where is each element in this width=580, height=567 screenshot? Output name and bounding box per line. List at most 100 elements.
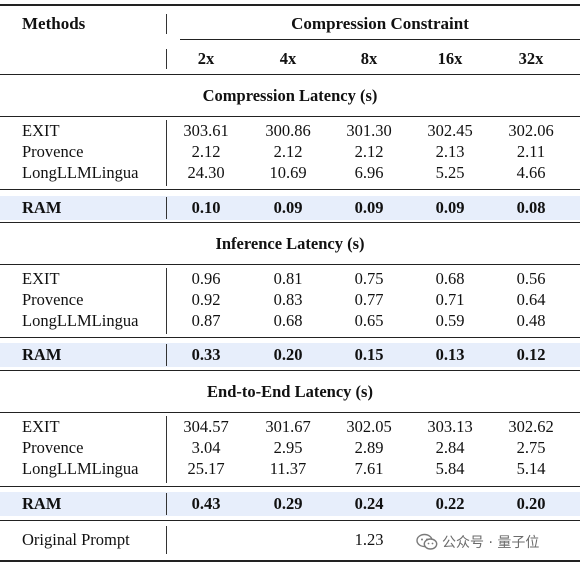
cell: 2.12 — [191, 142, 221, 161]
methods-header: Methods — [22, 14, 86, 33]
original-prompt-value: 1.23 — [354, 530, 384, 549]
cell: 5.14 — [516, 459, 546, 478]
cell: 0.96 — [191, 269, 221, 288]
section-2-vrule — [166, 268, 167, 334]
header-vrule-1 — [166, 14, 167, 34]
section-1-ram-vrule — [166, 197, 167, 219]
cell: 302.06 — [508, 121, 554, 140]
section-title-compression-latency: Compression Latency (s) — [202, 86, 378, 105]
cell: 0.48 — [516, 311, 546, 330]
cell: 0.15 — [354, 345, 384, 364]
cell: 0.68 — [435, 269, 465, 288]
cell: 10.69 — [269, 163, 307, 182]
section-3-body-rule — [0, 486, 580, 487]
cell: 6.96 — [354, 163, 384, 182]
highlight-band-2 — [0, 343, 580, 367]
row-method-exit: EXIT — [22, 269, 60, 288]
section-2-ram-rule — [0, 370, 580, 371]
cell: 7.61 — [354, 459, 384, 478]
cell: 0.08 — [516, 198, 546, 217]
cell: 303.61 — [183, 121, 229, 140]
section-title-end-to-end-latency: End-to-End Latency (s) — [207, 382, 373, 401]
column-header-8x: 8x — [360, 49, 378, 68]
row-method-ram: RAM — [22, 345, 62, 364]
constraint-underline — [180, 39, 580, 40]
cell: 2.12 — [354, 142, 384, 161]
row-method-ram: RAM — [22, 198, 62, 217]
cell: 0.56 — [516, 269, 546, 288]
cell: 0.87 — [191, 311, 221, 330]
highlight-band-1 — [0, 196, 580, 220]
cell: 5.25 — [435, 163, 465, 182]
cell: 0.43 — [191, 494, 221, 513]
cell: 0.92 — [191, 290, 221, 309]
cell: 304.57 — [183, 417, 229, 436]
header-bottom-rule — [0, 74, 580, 75]
cell: 2.84 — [435, 438, 465, 457]
row-method-original-prompt: Original Prompt — [22, 530, 130, 549]
watermark-text: 公众号 · 量子位 — [442, 535, 540, 551]
bottom-rule — [0, 560, 580, 562]
column-header-4x: 4x — [279, 49, 297, 68]
cell: 0.22 — [435, 494, 465, 513]
constraint-header: Compression Constraint — [291, 14, 469, 33]
cell: 302.05 — [346, 417, 392, 436]
cell: 0.33 — [191, 345, 221, 364]
cell: 24.30 — [187, 163, 225, 182]
top-rule — [0, 4, 580, 6]
cell: 4.66 — [516, 163, 546, 182]
column-header-32x: 32x — [518, 49, 544, 68]
highlight-band-3 — [0, 492, 580, 516]
cell: 0.75 — [354, 269, 384, 288]
cell: 0.09 — [273, 198, 303, 217]
row-method-ram: RAM — [22, 494, 62, 513]
cell: 0.64 — [516, 290, 546, 309]
wechat-icon — [416, 533, 438, 551]
cell: 11.37 — [269, 459, 307, 478]
cell: 0.24 — [354, 494, 384, 513]
section-title-inference-latency: Inference Latency (s) — [215, 234, 365, 253]
row-method-exit: EXIT — [22, 121, 60, 140]
row-method-longllmlingua: LongLLMLingua — [22, 311, 139, 330]
cell: 0.83 — [273, 290, 303, 309]
cell: 0.13 — [435, 345, 465, 364]
section-3-title-rule — [0, 412, 580, 413]
cell: 0.09 — [435, 198, 465, 217]
cell: 0.29 — [273, 494, 303, 513]
cell: 0.71 — [435, 290, 465, 309]
footer-vrule — [166, 526, 167, 554]
cell: 2.75 — [516, 438, 546, 457]
cell: 0.65 — [354, 311, 384, 330]
watermark: 公众号 · 量子位 — [416, 532, 539, 552]
cell: 2.89 — [354, 438, 384, 457]
row-method-provence: Provence — [22, 438, 84, 457]
section-1-title-rule — [0, 116, 580, 117]
section-2-ram-vrule — [166, 344, 167, 366]
cell: 0.20 — [516, 494, 546, 513]
row-method-longllmlingua: LongLLMLingua — [22, 459, 139, 478]
cell: 3.04 — [191, 438, 221, 457]
section-1-body-rule — [0, 189, 580, 190]
cell: 0.81 — [273, 269, 303, 288]
cell: 0.68 — [273, 311, 303, 330]
section-1-ram-rule — [0, 222, 580, 223]
cell: 0.09 — [354, 198, 384, 217]
cell: 0.20 — [273, 345, 303, 364]
cell: 0.12 — [516, 345, 546, 364]
cell: 0.59 — [435, 311, 465, 330]
cell: 0.77 — [354, 290, 384, 309]
cell: 2.95 — [273, 438, 303, 457]
cell: 0.10 — [191, 198, 221, 217]
cell: 302.45 — [427, 121, 473, 140]
column-header-2x: 2x — [197, 49, 215, 68]
row-method-longllmlingua: LongLLMLingua — [22, 163, 139, 182]
cell: 303.13 — [427, 417, 473, 436]
cell: 302.62 — [508, 417, 554, 436]
cell: 301.67 — [265, 417, 311, 436]
row-method-provence: Provence — [22, 142, 84, 161]
row-method-exit: EXIT — [22, 417, 60, 436]
column-header-16x: 16x — [437, 49, 463, 68]
cell: 25.17 — [187, 459, 225, 478]
section-2-body-rule — [0, 337, 580, 338]
row-method-provence: Provence — [22, 290, 84, 309]
